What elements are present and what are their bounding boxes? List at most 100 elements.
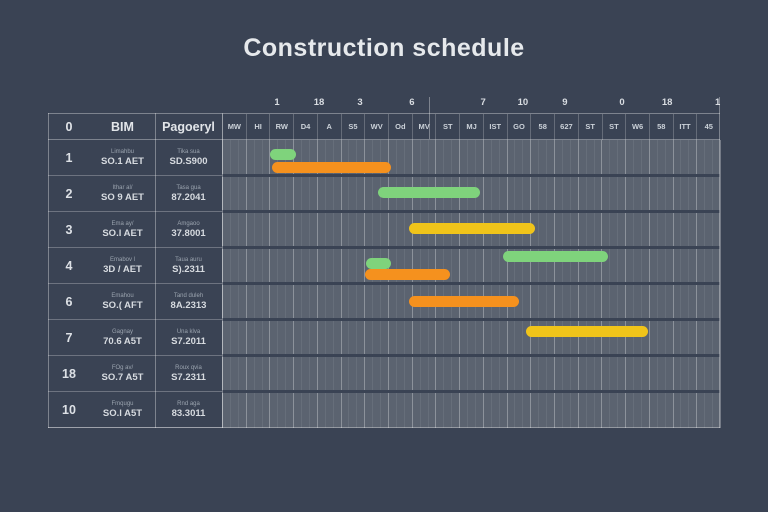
table-bottom-line xyxy=(48,427,720,428)
chart-row-separator xyxy=(222,174,720,177)
task-date-sublabel: Tasa gua xyxy=(176,184,201,191)
week-number-label: 6 xyxy=(409,97,415,108)
gantt-bar[interactable] xyxy=(272,162,392,173)
row-number: 18 xyxy=(62,366,76,381)
week-number-row: 1 18 3 6 7 10 9 0 18 1 xyxy=(222,97,720,113)
task-date-sublabel: Amgaoo xyxy=(177,220,200,227)
task-name-cell: Emabov l 3D / AET xyxy=(90,257,155,275)
table-row[interactable]: 6 Emahou SO.( AFT Tand duleh 8A.2313 xyxy=(48,284,222,320)
table-row[interactable]: 18 FOg av/SO.7 A5T Roux qvia S7.2311 xyxy=(48,356,222,392)
task-date-cell: Amgaoo 37.8001 xyxy=(155,221,222,239)
task-date-value: S7.2311 xyxy=(171,371,206,383)
table-row[interactable]: 3 Ema ay/SO.l AET Amgaoo 37.8001 xyxy=(48,212,222,248)
chart-area xyxy=(222,140,721,428)
task-date-value: SD.S900 xyxy=(169,155,208,167)
task-name-value: 70.6 A5T xyxy=(103,335,142,347)
chart-row-separator xyxy=(222,354,720,357)
table-left-border xyxy=(48,113,49,428)
day-label: MJ xyxy=(459,114,483,140)
task-date-sublabel: Rnd aga xyxy=(177,400,200,407)
day-label-row: MW HI RW D4 A S5 WV Od MV ST MJ IST GO 58 627 ST ST W6 58 I… xyxy=(222,114,720,140)
day-label: 45 xyxy=(696,114,720,140)
row-number: 3 xyxy=(65,222,73,237)
task-name-sublabel: Fmqugu xyxy=(111,400,134,407)
task-name-sublabel: Limahbu xyxy=(110,148,134,155)
task-date-sublabel: Roux qvia xyxy=(175,364,202,371)
day-label: GO xyxy=(506,114,531,140)
task-name-cell: Ema ay/SO.l AET xyxy=(90,221,155,239)
task-date-value: S).2311 xyxy=(172,263,205,275)
task-name-sublabel: Gagnay xyxy=(111,328,133,335)
day-label: D4 xyxy=(293,114,317,140)
day-label: IST xyxy=(482,114,507,140)
gantt-bar[interactable] xyxy=(503,251,609,262)
day-label: W6 xyxy=(625,114,649,140)
week-number-label: 7 xyxy=(480,97,486,108)
day-label: S5 xyxy=(340,114,365,140)
day-label: 58 xyxy=(530,114,554,140)
row-number: 6 xyxy=(65,294,73,309)
column-header-number: 0 xyxy=(65,120,73,134)
week-tick xyxy=(429,97,430,139)
header-top-line xyxy=(48,113,720,114)
chart-row-separator xyxy=(222,282,720,285)
day-label: WV xyxy=(364,114,388,140)
gantt-bar[interactable] xyxy=(365,258,392,269)
column-header-name: BIM xyxy=(111,120,134,134)
row-number: 4 xyxy=(65,258,73,273)
task-name-cell: Limahbu SO.1 AET xyxy=(90,149,155,167)
gantt-bar[interactable] xyxy=(409,223,536,234)
week-number-label: 1 xyxy=(274,97,280,108)
day-label: HI xyxy=(245,114,270,140)
day-label: ITT xyxy=(672,114,697,140)
row-number: 10 xyxy=(62,402,76,417)
task-name-cell: FOg av/SO.7 A5T xyxy=(90,365,155,383)
task-name-cell: Gagnay 70.6 A5T xyxy=(90,329,155,347)
chart-row-separator xyxy=(222,390,720,393)
day-label: 58 xyxy=(648,114,673,140)
task-date-cell: Tand duleh 8A.2313 xyxy=(155,293,222,311)
task-date-cell: Una klva S7.2011 xyxy=(155,329,222,347)
task-date-sublabel: Una klva xyxy=(176,328,201,335)
gantt-bar[interactable] xyxy=(409,296,519,307)
table-column-divider xyxy=(155,113,156,428)
day-label: ST xyxy=(601,114,626,140)
table-row[interactable]: 2 Ithar al/SO 9 AET Tasa gua 87.2041 xyxy=(48,176,222,212)
table-chart-divider xyxy=(222,113,223,428)
column-header-progress: Pagoeryl xyxy=(162,120,215,134)
table-row[interactable]: 1 Limahbu SO.1 AET Tika sua SD.S900 xyxy=(48,140,222,176)
task-date-sublabel: Tand duleh xyxy=(173,292,204,299)
table-row[interactable]: 10 Fmqugu SO.l A5T Rnd aga 83.3011 xyxy=(48,392,222,428)
row-number: 2 xyxy=(65,186,73,201)
day-label: MW xyxy=(222,114,246,140)
day-label: MV xyxy=(411,114,436,140)
page-title: Construction schedule xyxy=(243,34,525,62)
gantt-bar[interactable] xyxy=(269,149,296,160)
day-label: A xyxy=(316,114,341,140)
gantt-bar[interactable] xyxy=(378,187,480,198)
gantt-bar[interactable] xyxy=(526,326,649,337)
week-number-label: 10 xyxy=(517,97,529,108)
day-label: 627 xyxy=(554,114,578,140)
day-label: ST xyxy=(435,114,459,140)
table-row[interactable]: 7 Gagnay 70.6 A5T Una klva S7.2011 xyxy=(48,320,222,356)
day-label: Od xyxy=(388,114,412,140)
task-date-value: 87.2041 xyxy=(171,191,206,203)
task-date-value: S7.2011 xyxy=(171,335,206,347)
task-name-cell: Emahou SO.( AFT xyxy=(90,293,155,311)
task-name-value: SO.l AET xyxy=(102,227,143,239)
task-name-cell: Ithar al/SO 9 AET xyxy=(90,185,155,203)
header-bottom-line xyxy=(48,139,720,140)
gantt-bar[interactable] xyxy=(364,269,450,280)
task-date-value: 8A.2313 xyxy=(170,299,207,311)
week-number-label: 18 xyxy=(313,97,325,108)
task-date-cell: Taua auru S).2311 xyxy=(155,257,222,275)
task-name-value: 3D / AET xyxy=(103,263,142,275)
task-name-value: SO.7 A5T xyxy=(101,371,144,383)
chart-row-separator xyxy=(222,210,720,213)
week-number-label: 18 xyxy=(661,97,673,108)
task-date-cell: Rnd aga 83.3011 xyxy=(155,401,222,419)
row-number: 7 xyxy=(65,330,73,345)
table-row[interactable]: 4 Emabov l 3D / AET Taua auru S).2311 xyxy=(48,248,222,284)
